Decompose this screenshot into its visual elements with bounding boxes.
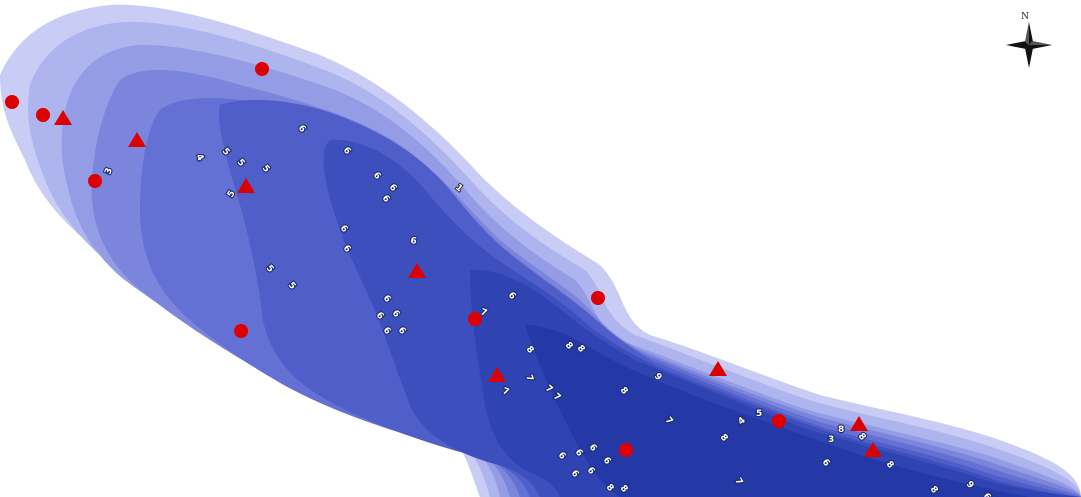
sample-triangle-marker[interactable] bbox=[237, 178, 255, 193]
sample-circle-marker[interactable] bbox=[255, 62, 269, 76]
sample-circle-marker[interactable] bbox=[619, 443, 633, 457]
triangle-markers bbox=[54, 110, 882, 457]
sample-circle-marker[interactable] bbox=[36, 108, 50, 122]
sample-circle-marker[interactable] bbox=[772, 414, 786, 428]
contour-label: 6 bbox=[981, 492, 993, 497]
contour-label: 7 bbox=[523, 374, 535, 383]
circle-markers bbox=[5, 62, 786, 457]
contour-label: 3 bbox=[828, 435, 834, 445]
sample-circle-marker[interactable] bbox=[234, 324, 248, 338]
compass-rose-icon bbox=[1006, 22, 1052, 68]
sample-triangle-marker[interactable] bbox=[709, 361, 727, 376]
sample-circle-marker[interactable] bbox=[5, 95, 19, 109]
sample-triangle-marker[interactable] bbox=[850, 416, 868, 431]
contour-label: 8 bbox=[838, 425, 844, 435]
contour-label: 3 bbox=[103, 167, 115, 176]
contour-label: 7 bbox=[501, 386, 510, 398]
contour-label: 5 bbox=[756, 409, 762, 419]
sample-triangle-marker[interactable] bbox=[54, 110, 72, 125]
sample-triangle-marker[interactable] bbox=[128, 132, 146, 147]
depth-band-9 bbox=[525, 325, 1030, 497]
north-arrow-label: N bbox=[1021, 12, 1029, 22]
sample-circle-marker[interactable] bbox=[88, 174, 102, 188]
sample-circle-marker[interactable] bbox=[468, 312, 482, 326]
sample-triangle-marker[interactable] bbox=[864, 442, 882, 457]
contour-label: 6 bbox=[409, 236, 417, 247]
north-arrow: N bbox=[1006, 12, 1052, 68]
sample-triangle-marker[interactable] bbox=[488, 367, 506, 382]
contour-label: 7 bbox=[479, 307, 488, 319]
sample-triangle-marker[interactable] bbox=[408, 263, 426, 278]
sample-circle-marker[interactable] bbox=[591, 291, 605, 305]
